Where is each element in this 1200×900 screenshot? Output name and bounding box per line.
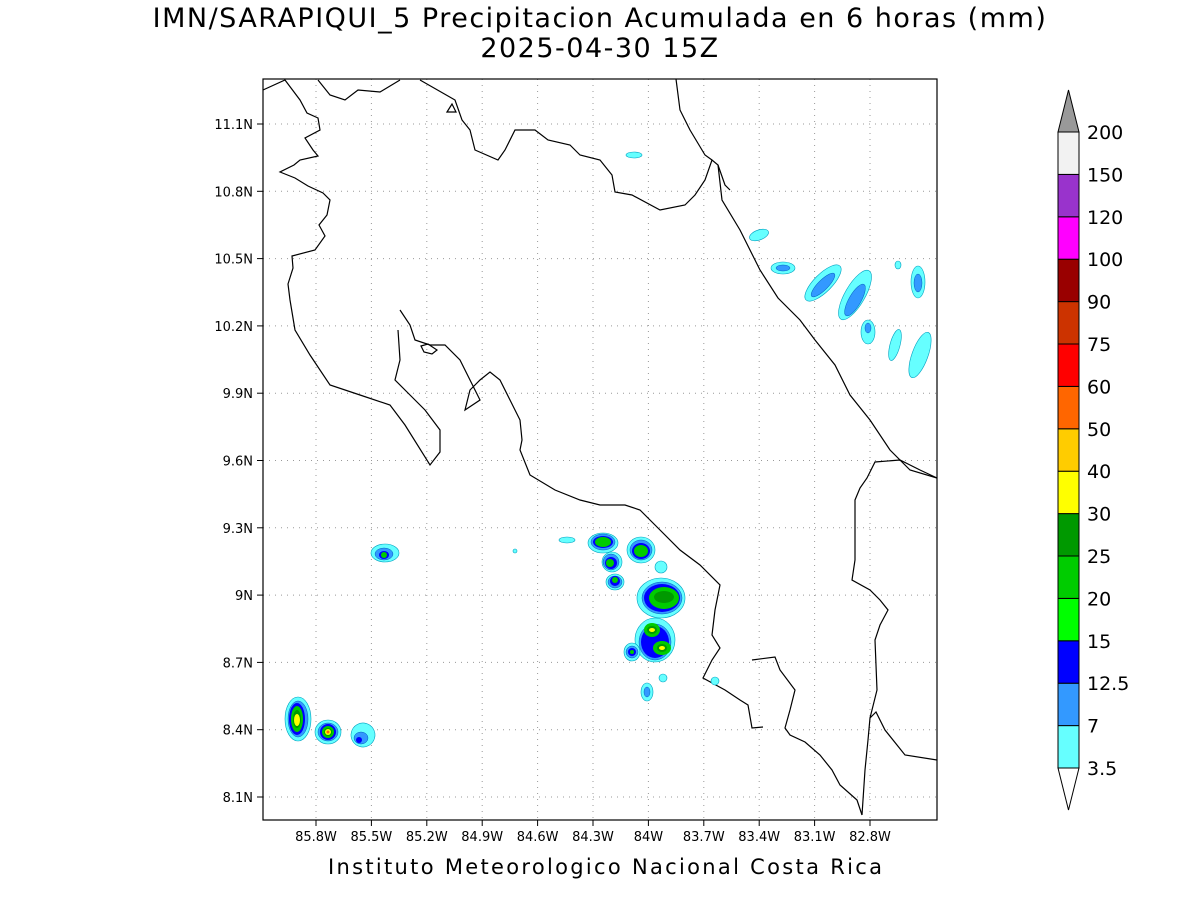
colorbar-label: 12.5 — [1087, 673, 1129, 695]
colorbar-segment — [1057, 343, 1080, 387]
colorbar: 3.5 7 12.5 15 20 25 30 40 50 60 75 90 100 120 150 200 — [1057, 89, 1129, 811]
lat-tick-label: 8.4N — [223, 724, 253, 739]
map-axes: 85.8W 85.5W 85.2W 84.9W 84.6W 84.3W 84W 83.7W 83… — [214, 118, 891, 845]
colorbar-label: 120 — [1087, 207, 1123, 229]
colorbar-label: 60 — [1087, 376, 1111, 398]
northern-coast-line — [419, 79, 731, 211]
panama-border-line — [851, 459, 937, 816]
colorbar-label: 30 — [1087, 504, 1111, 526]
lat-tick-label: 9.6N — [223, 455, 253, 470]
coastlines — [263, 79, 937, 816]
lon-tick-label: 84W — [634, 830, 664, 845]
nicaragua-lake-line — [317, 79, 401, 101]
colorbar-label: 150 — [1087, 164, 1123, 186]
lat-tick-label: 10.8N — [214, 185, 253, 200]
colorbar-segment — [1057, 597, 1080, 642]
lon-tick-label: 82.8W — [849, 830, 891, 845]
lon-tick-label: 84.9W — [461, 830, 503, 845]
colorbar-segment — [1057, 216, 1080, 260]
precipitation-fields — [284, 151, 932, 748]
colorbar-segment — [1057, 555, 1080, 599]
colorbar-segment — [1057, 725, 1080, 769]
colorbar-segment — [1057, 428, 1080, 472]
lon-tick-label: 84.3W — [572, 830, 614, 845]
lon-tick-label: 83.1W — [794, 830, 836, 845]
lon-tick-label: 85.2W — [406, 830, 448, 845]
lon-tick-label: 85.8W — [295, 830, 337, 845]
gulf-of-nicoya-line — [399, 309, 764, 729]
colorbar-bottom-arrow — [1057, 767, 1080, 811]
colorbar-label: 100 — [1087, 249, 1123, 271]
lat-tick-label: 8.7N — [223, 656, 253, 671]
colorbar-segment — [1057, 258, 1080, 303]
colorbar-segment — [1057, 640, 1080, 684]
osa-peninsula-line — [751, 656, 863, 816]
lon-tick-label: 83.7W — [683, 830, 725, 845]
map-title: IMN/SARAPIQUI_5 Precipitacion Acumulada … — [152, 3, 1048, 34]
coast-south-line — [869, 710, 937, 761]
colorbar-segment — [1057, 131, 1080, 175]
colorbar-segment — [1057, 385, 1080, 430]
colorbar-label: 3.5 — [1087, 758, 1117, 780]
lon-tick-label: 84.6W — [517, 830, 559, 845]
lat-tick-label: 9.9N — [223, 387, 253, 402]
colorbar-label: 50 — [1087, 419, 1111, 441]
colorbar-label: 90 — [1087, 292, 1111, 314]
colorbar-label: 7 — [1087, 716, 1099, 738]
colorbar-label: 75 — [1087, 334, 1111, 356]
map-subtitle-date: 2025-04-30 15Z — [480, 33, 720, 64]
map-grid — [263, 79, 937, 820]
colorbar-label: 40 — [1087, 461, 1111, 483]
lat-tick-label: 9.3N — [223, 522, 253, 537]
colorbar-segment — [1057, 513, 1080, 557]
colorbar-label: 15 — [1087, 631, 1111, 653]
colorbar-top-arrow — [1057, 89, 1080, 133]
colorbar-label: 25 — [1087, 546, 1111, 568]
northern-border-line — [263, 79, 441, 467]
lat-tick-label: 10.5N — [214, 253, 253, 268]
colorbar-segment — [1057, 173, 1080, 218]
lat-tick-label: 11.1N — [214, 118, 253, 133]
island-small-line — [445, 102, 457, 113]
lat-tick-label: 8.1N — [223, 791, 253, 806]
colorbar-label: 20 — [1087, 588, 1111, 610]
lat-tick-label: 10.2N — [214, 320, 253, 335]
footer-credit: Instituto Meteorologico Nacional Costa R… — [328, 855, 885, 879]
colorbar-segment — [1057, 301, 1080, 345]
lon-tick-label: 83.4W — [738, 830, 780, 845]
colorbar-segment — [1057, 470, 1080, 515]
map-frame — [262, 78, 938, 821]
lon-tick-label: 85.5W — [350, 830, 392, 845]
lat-tick-label: 9N — [235, 589, 253, 604]
island-chira-line — [420, 343, 439, 355]
colorbar-label: 200 — [1087, 122, 1123, 144]
colorbar-segment — [1057, 682, 1080, 727]
caribbean-coast-line — [675, 79, 937, 479]
